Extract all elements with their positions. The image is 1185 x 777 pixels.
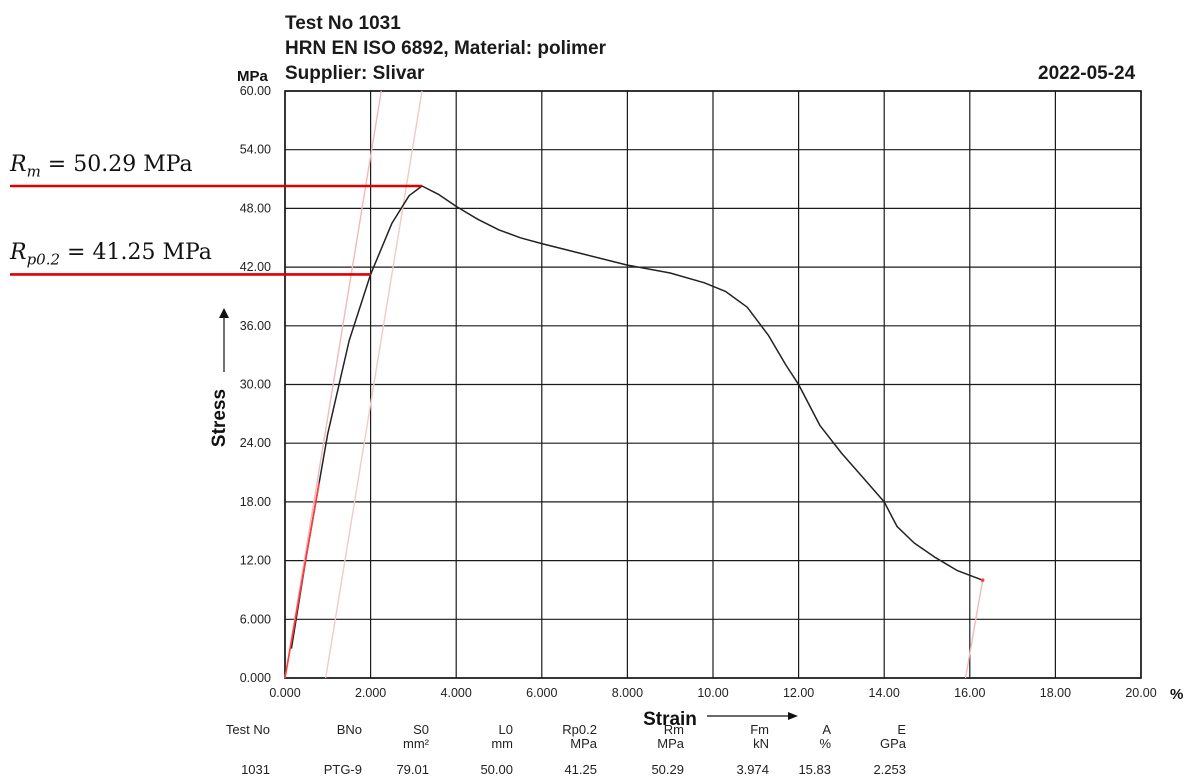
y-tick-label: 42.00 xyxy=(240,260,271,274)
chart-grid xyxy=(284,90,1142,679)
table-cell: 50.00 xyxy=(480,762,513,777)
table-header: Fm xyxy=(750,722,769,737)
construction-line xyxy=(284,90,382,679)
header-test-no: Test No 1031 xyxy=(285,13,401,34)
table-unit: GPa xyxy=(879,736,906,751)
x-axis-label: Strain xyxy=(643,709,697,730)
x-axis-arrowhead xyxy=(788,712,798,720)
table-header: E xyxy=(897,722,906,737)
table-cell: 15.83 xyxy=(798,762,831,777)
y-tick-label: 30.00 xyxy=(240,378,271,392)
rm-annotation: Rm = 50.29 MPa xyxy=(10,152,193,180)
table-unit: MPa xyxy=(570,736,597,751)
rm-value-text: = 50.29 MPa xyxy=(40,152,193,177)
y-axis-arrowhead xyxy=(219,308,229,318)
y-tick-label: 60.00 xyxy=(240,84,271,98)
y-tick-label: 24.00 xyxy=(240,436,271,450)
y-tick-label: 48.00 xyxy=(240,201,271,215)
annotation-lines xyxy=(10,184,422,276)
rm-subscript: m xyxy=(26,162,41,181)
table-unit: % xyxy=(819,736,831,751)
table-header: L0 xyxy=(498,722,513,737)
table-unit: MPa xyxy=(657,736,684,751)
table-cell: PTG-9 xyxy=(323,762,362,777)
y-unit-label: MPa xyxy=(237,68,268,85)
table-unit: kN xyxy=(753,736,769,751)
y-axis-label: Stress xyxy=(209,389,230,447)
header-supplier: Supplier: Slivar xyxy=(285,63,425,84)
axis-labels: Stress Strain xyxy=(209,308,798,730)
table-header: S0 xyxy=(413,722,429,737)
table-cell: 2.253 xyxy=(873,762,906,777)
x-unit-label: % xyxy=(1170,686,1184,703)
table-header: BNo xyxy=(336,722,362,737)
y-tick-label: 18.00 xyxy=(240,495,271,509)
rm-symbol: R xyxy=(10,152,27,177)
x-tick-label: 2.000 xyxy=(355,686,386,700)
x-tick-label: 12.00 xyxy=(783,686,814,700)
x-tick-label: 14.00 xyxy=(869,686,900,700)
stress-strain-curve xyxy=(290,185,983,649)
rp-symbol: R xyxy=(10,240,27,265)
table-unit: mm xyxy=(491,736,513,751)
y-tick-label: 54.00 xyxy=(240,143,271,157)
y-axis-ticks: 0.000 6.000 12.00 18.00 24.00 30.00 36.00 42.00… xyxy=(240,84,271,685)
fracture-point-marker xyxy=(980,578,985,582)
elastic-segment xyxy=(284,482,321,679)
table-header: Test No xyxy=(225,722,270,737)
table-cell: 41.25 xyxy=(564,762,597,777)
x-tick-label: 4.000 xyxy=(441,686,472,700)
header-date: 2022-05-24 xyxy=(1038,63,1136,84)
plot-frame xyxy=(284,90,1142,679)
table-header: A xyxy=(822,722,831,737)
x-tick-label: 6.000 xyxy=(526,686,557,700)
construction-line xyxy=(324,90,423,679)
construction-lines xyxy=(284,90,984,679)
x-tick-label: 10.00 xyxy=(697,686,728,700)
x-tick-label: 0.000 xyxy=(269,686,300,700)
rp-subscript: p0.2 xyxy=(26,250,61,269)
x-axis-ticks: 0.000 2.000 4.000 6.000 8.000 10.00 12.00 14.00… xyxy=(269,686,1156,700)
y-tick-label: 0.000 xyxy=(240,671,271,685)
x-tick-label: 18.00 xyxy=(1040,686,1071,700)
y-tick-label: 36.00 xyxy=(240,319,271,333)
rp-value-text: = 41.25 MPa xyxy=(60,240,212,265)
chart-series xyxy=(284,185,985,679)
table-cell: 50.29 xyxy=(651,762,684,777)
table-cell: 1031 xyxy=(241,762,270,777)
y-tick-label: 6.000 xyxy=(240,612,271,626)
table-cell: 3.974 xyxy=(736,762,769,777)
construction-line xyxy=(964,580,984,679)
y-tick-label: 12.00 xyxy=(240,554,271,568)
x-tick-label: 8.000 xyxy=(612,686,643,700)
rp-annotation: Rp0.2 = 41.25 MPa xyxy=(10,240,212,268)
header-standard: HRN EN ISO 6892, Material: polimer xyxy=(285,38,606,59)
table-unit: mm² xyxy=(403,736,429,751)
table-header: Rm xyxy=(663,722,684,737)
x-tick-label: 16.00 xyxy=(954,686,985,700)
table-header: Rp0.2 xyxy=(562,722,597,737)
table-cell: 79.01 xyxy=(396,762,429,777)
x-tick-label: 20.00 xyxy=(1125,686,1156,700)
